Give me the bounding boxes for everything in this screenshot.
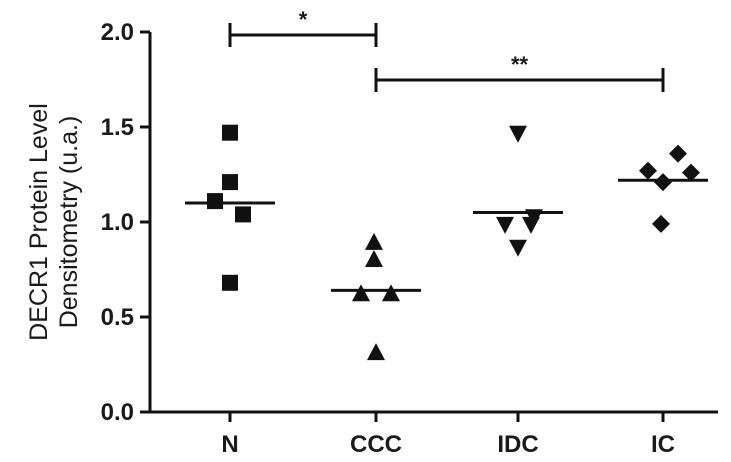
x-category-label: N (221, 431, 238, 458)
data-point (367, 343, 385, 361)
data-point (639, 161, 657, 180)
data-points (207, 124, 700, 361)
data-point (365, 250, 383, 267)
data-point (669, 144, 687, 163)
x-categories: N CCC IDC IC (221, 412, 675, 458)
x-category-label: IC (651, 431, 675, 458)
y-tick-label: 0.5 (101, 304, 134, 331)
median-lines (185, 178, 708, 292)
data-point (654, 173, 672, 192)
y-tick-label: 0.0 (101, 399, 134, 426)
significance-label: * (299, 7, 308, 32)
y-tick-label: 1.0 (101, 209, 134, 236)
y-tick-label: 2.0 (101, 19, 134, 46)
data-point (222, 174, 238, 191)
data-point (509, 239, 527, 257)
data-point (522, 216, 540, 234)
y-axis-label-line-1: DECR1 Protein Level (25, 103, 53, 341)
y-tick-label: 1.5 (101, 114, 134, 141)
significance-brackets: *** (228, 7, 665, 92)
data-point (235, 206, 251, 223)
y-axis-label: DECR1 Protein Level Densitometry (u.a.) (25, 103, 83, 341)
data-point (496, 216, 514, 234)
data-point (365, 232, 383, 250)
y-ticks: 0.0 0.5 1.0 1.5 2.0 (101, 19, 150, 426)
data-point (222, 124, 238, 141)
data-point (207, 193, 223, 210)
x-category-label: CCC (350, 431, 402, 458)
significance-label: ** (511, 52, 529, 77)
data-point (352, 284, 370, 302)
x-category-label: IDC (497, 431, 538, 458)
data-point (222, 274, 238, 291)
data-point (382, 284, 400, 302)
data-point (682, 163, 700, 182)
y-axis-label-line-2: Densitometry (u.a.) (55, 116, 83, 329)
data-point (509, 125, 527, 143)
data-point (652, 214, 670, 233)
